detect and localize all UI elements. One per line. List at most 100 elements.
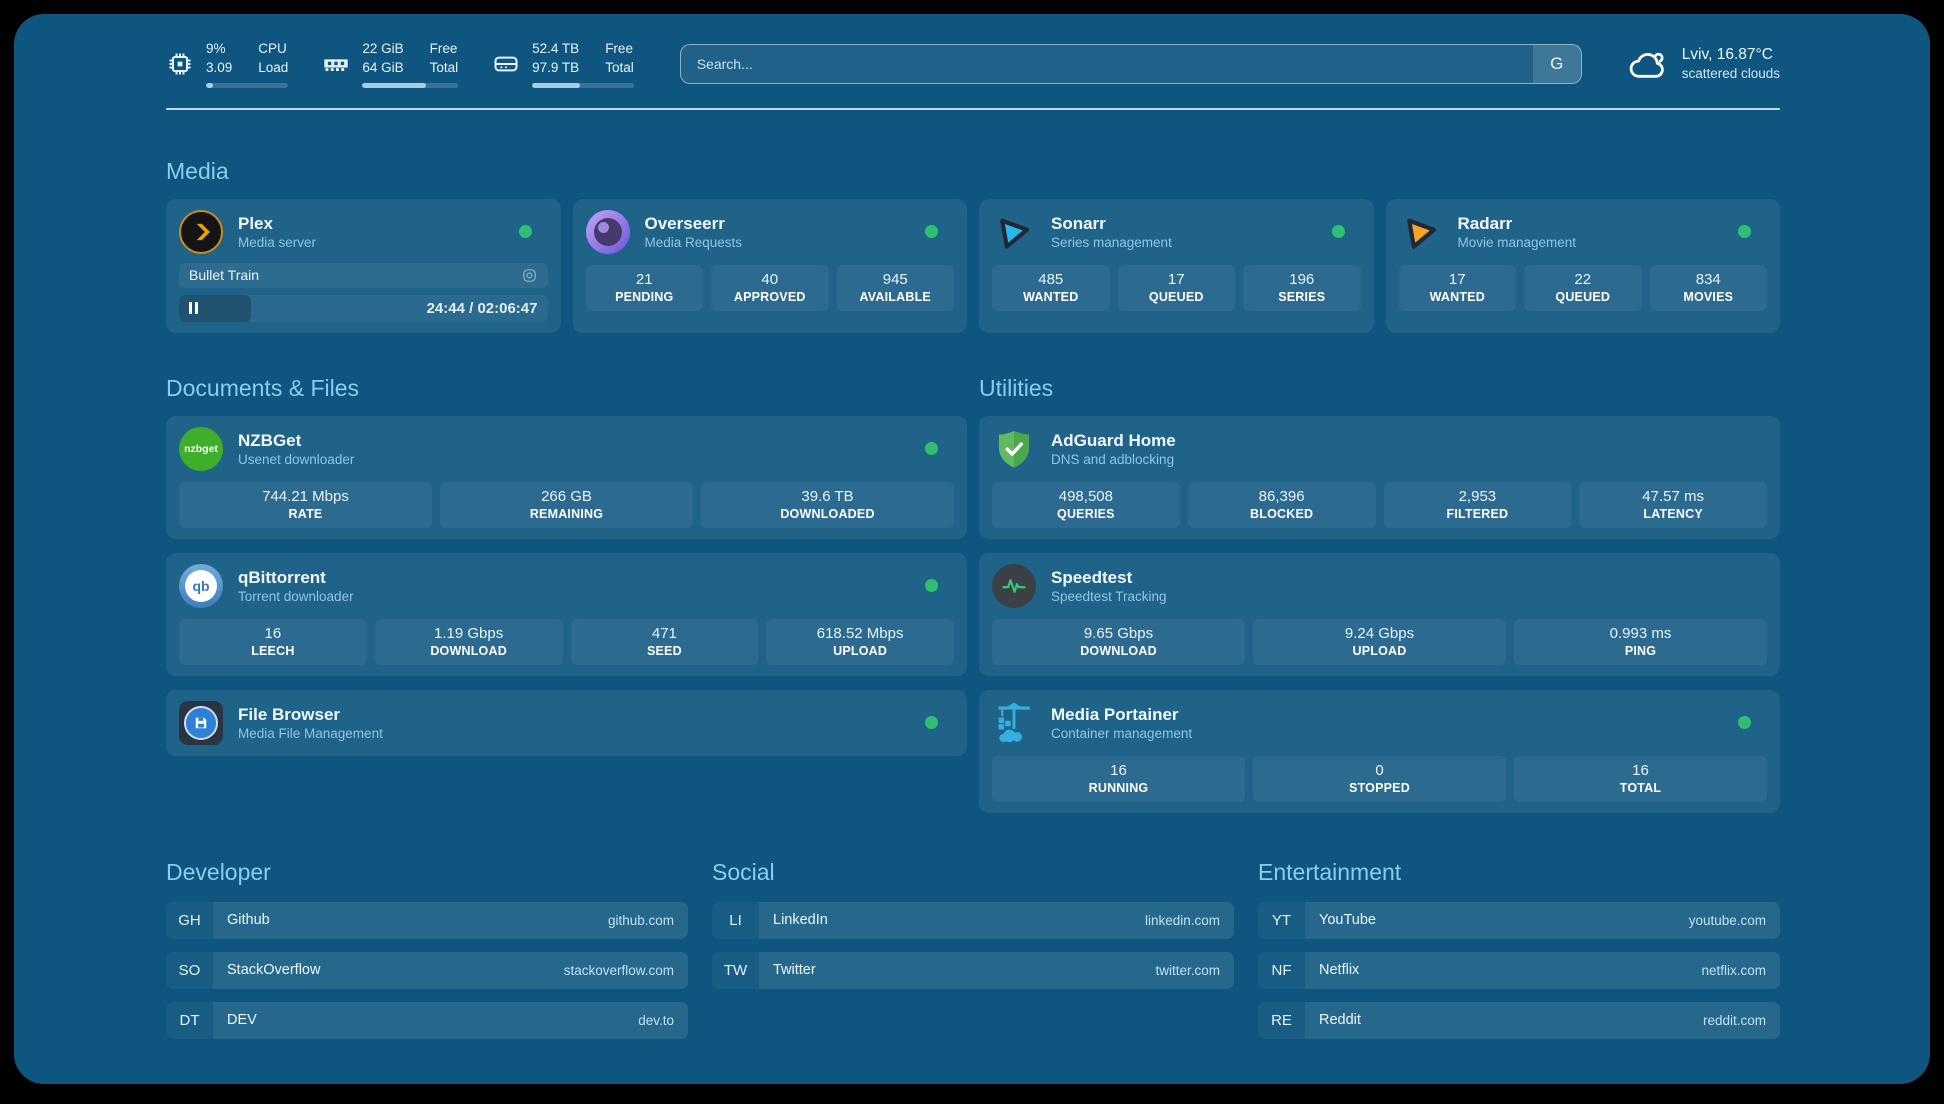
bookmark-tag: YT [1258,901,1305,939]
memory-total-value: 64 GiB [362,59,404,75]
disk-progress-fill [532,82,580,88]
media-section: Media Plex Media server Bullet Train [166,158,1780,333]
bookmark-linkedin[interactable]: LI LinkedIn linkedin.com [712,901,1234,939]
bookmark-name: StackOverflow [227,962,321,979]
filebrowser-logo-icon [179,700,223,745]
search-engine-button[interactable]: G [1532,44,1581,83]
stat-tile: 86,396 BLOCKED [1187,481,1376,528]
stat-tile: 17 WANTED [1398,264,1516,311]
bookmark-tag: TW [712,951,759,989]
weather-condition: scattered clouds [1681,66,1780,82]
nzbget-card[interactable]: nzbget NZBGet Usenet downloader 744.21 M… [166,415,967,539]
bookmark-stackoverflow[interactable]: SO StackOverflow stackoverflow.com [166,951,688,989]
header-divider [166,107,1780,110]
app-subtitle: Media server [238,235,317,251]
disk-total-label: Total [605,59,634,75]
radarr-card[interactable]: Radarr Movie management 17 WANTED 22 QUEUE… [1385,198,1780,333]
cpu-progress-track [206,82,289,88]
cpu-usage-value: 9% [206,41,226,56]
stat-tile: 22 QUEUED [1524,264,1642,311]
bookmark-tag: GH [166,901,213,939]
bookmark-tag: NF [1258,951,1305,989]
system-stats: 9% 3.09 CPU Load [166,40,634,88]
bookmark-name: DEV [227,1012,257,1029]
entertainment-section-title: Entertainment [1258,858,1402,885]
adguard-card[interactable]: AdGuard Home DNS and adblocking 498,508 Q… [979,415,1780,539]
stat-tile: 266 GB REMAINING [440,481,693,528]
now-playing-row: Bullet Train [179,262,548,288]
stat-tile: 16 TOTAL [1514,755,1767,802]
speedtest-logo-icon [992,563,1036,608]
bookmark-github[interactable]: GH Github github.com [166,901,688,939]
filebrowser-card[interactable]: File Browser Media File Management [166,689,967,756]
app-subtitle: Torrent downloader [238,589,354,605]
bookmark-url: twitter.com [1155,962,1220,978]
stat-tile: 9.65 Gbps DOWNLOAD [992,618,1245,665]
bookmark-tag: SO [166,951,213,989]
developer-section: Developer GH Github github.com SO StackOv… [166,859,688,1052]
app-name: Radarr [1457,214,1513,234]
stat-tile: 196 SERIES [1243,264,1361,311]
stat-tile: 2,953 FILTERED [1383,481,1572,528]
status-online-dot [925,716,938,730]
documents-section: Documents & Files nzbget NZBGet Usenet d… [166,375,967,813]
portainer-card[interactable]: Media Portainer Container management 16 R… [979,689,1780,813]
social-section-title: Social [712,858,775,885]
disk-stat: 52.4 TB 97.9 TB Free Total [492,40,634,88]
app-name: Speedtest [1051,568,1133,588]
cpu-usage-label: CPU [258,41,287,56]
app-name: Overseerr [644,214,725,234]
stat-tile: 40 APPROVED [711,264,829,311]
playback-progress-bar[interactable]: 24:44 / 02:06:47 [179,294,548,322]
weather-widget: Lviv, 16.87°C scattered clouds [1628,46,1780,81]
overseerr-card[interactable]: Overseerr Media Requests 21 PENDING 40 APP… [572,198,967,333]
app-subtitle: Container management [1051,726,1193,742]
bookmark-url: github.com [607,912,674,928]
app-name: Sonarr [1051,214,1106,234]
app-name: Plex [238,214,273,234]
bookmark-dev[interactable]: DT DEV dev.to [166,1001,688,1039]
stat-tile: 945 AVAILABLE [836,264,954,311]
playback-time: 24:44 / 02:06:47 [426,299,538,317]
bookmark-netflix[interactable]: NF Netflix netflix.com [1258,951,1780,989]
stat-tile: 485 WANTED [992,264,1110,311]
bookmark-tag: DT [166,1001,213,1039]
portainer-logo-icon [992,701,1036,745]
status-online-dot [1738,225,1751,239]
status-online-dot [1331,225,1345,239]
memory-progress-fill [362,82,426,88]
app-subtitle: DNS and adblocking [1051,452,1175,468]
qbittorrent-card[interactable]: qb qBittorrent Torrent downloader 16 LEEC… [166,552,967,676]
speedtest-card[interactable]: Speedtest Speedtest Tracking 9.65 Gbps DO… [979,552,1780,676]
cpu-stat: 9% 3.09 CPU Load [166,40,289,88]
search-input[interactable] [680,44,1533,83]
sonarr-card[interactable]: Sonarr Series management 485 WANTED 17 QUE… [979,198,1374,333]
ram-icon [322,50,350,78]
bookmark-url: youtube.com [1688,912,1766,928]
bookmark-tag: LI [712,901,759,939]
bookmark-name: LinkedIn [773,912,828,929]
memory-total-label: Total [429,59,459,75]
stat-tile: 9.24 Gbps UPLOAD [1253,618,1506,665]
plex-logo-icon [179,209,223,254]
pause-icon[interactable] [189,302,198,315]
radarr-logo-icon [1399,210,1443,254]
adguard-logo-icon [992,427,1036,471]
stat-tile: 471 SEED [570,618,759,665]
status-online-dot [925,442,938,456]
memory-stat: 22 GiB 64 GiB Free Total [322,40,459,88]
now-playing-title: Bullet Train [189,267,260,284]
stat-tile: 618.52 Mbps UPLOAD [766,618,954,665]
bookmark-name: Netflix [1319,962,1360,979]
bookmark-name: Reddit [1319,1012,1361,1029]
plex-card[interactable]: Plex Media server Bullet Train 24:44 / 0… [166,198,561,333]
app-name: AdGuard Home [1051,431,1176,451]
bookmark-youtube[interactable]: YT YouTube youtube.com [1258,901,1780,939]
disk-free-label: Free [605,41,633,56]
documents-section-title: Documents & Files [166,374,360,401]
bookmark-reddit[interactable]: RE Reddit reddit.com [1258,1001,1780,1039]
cpu-icon [166,50,194,78]
bookmark-twitter[interactable]: TW Twitter twitter.com [712,951,1234,989]
memory-free-label: Free [429,41,458,56]
camera-icon [522,269,536,282]
